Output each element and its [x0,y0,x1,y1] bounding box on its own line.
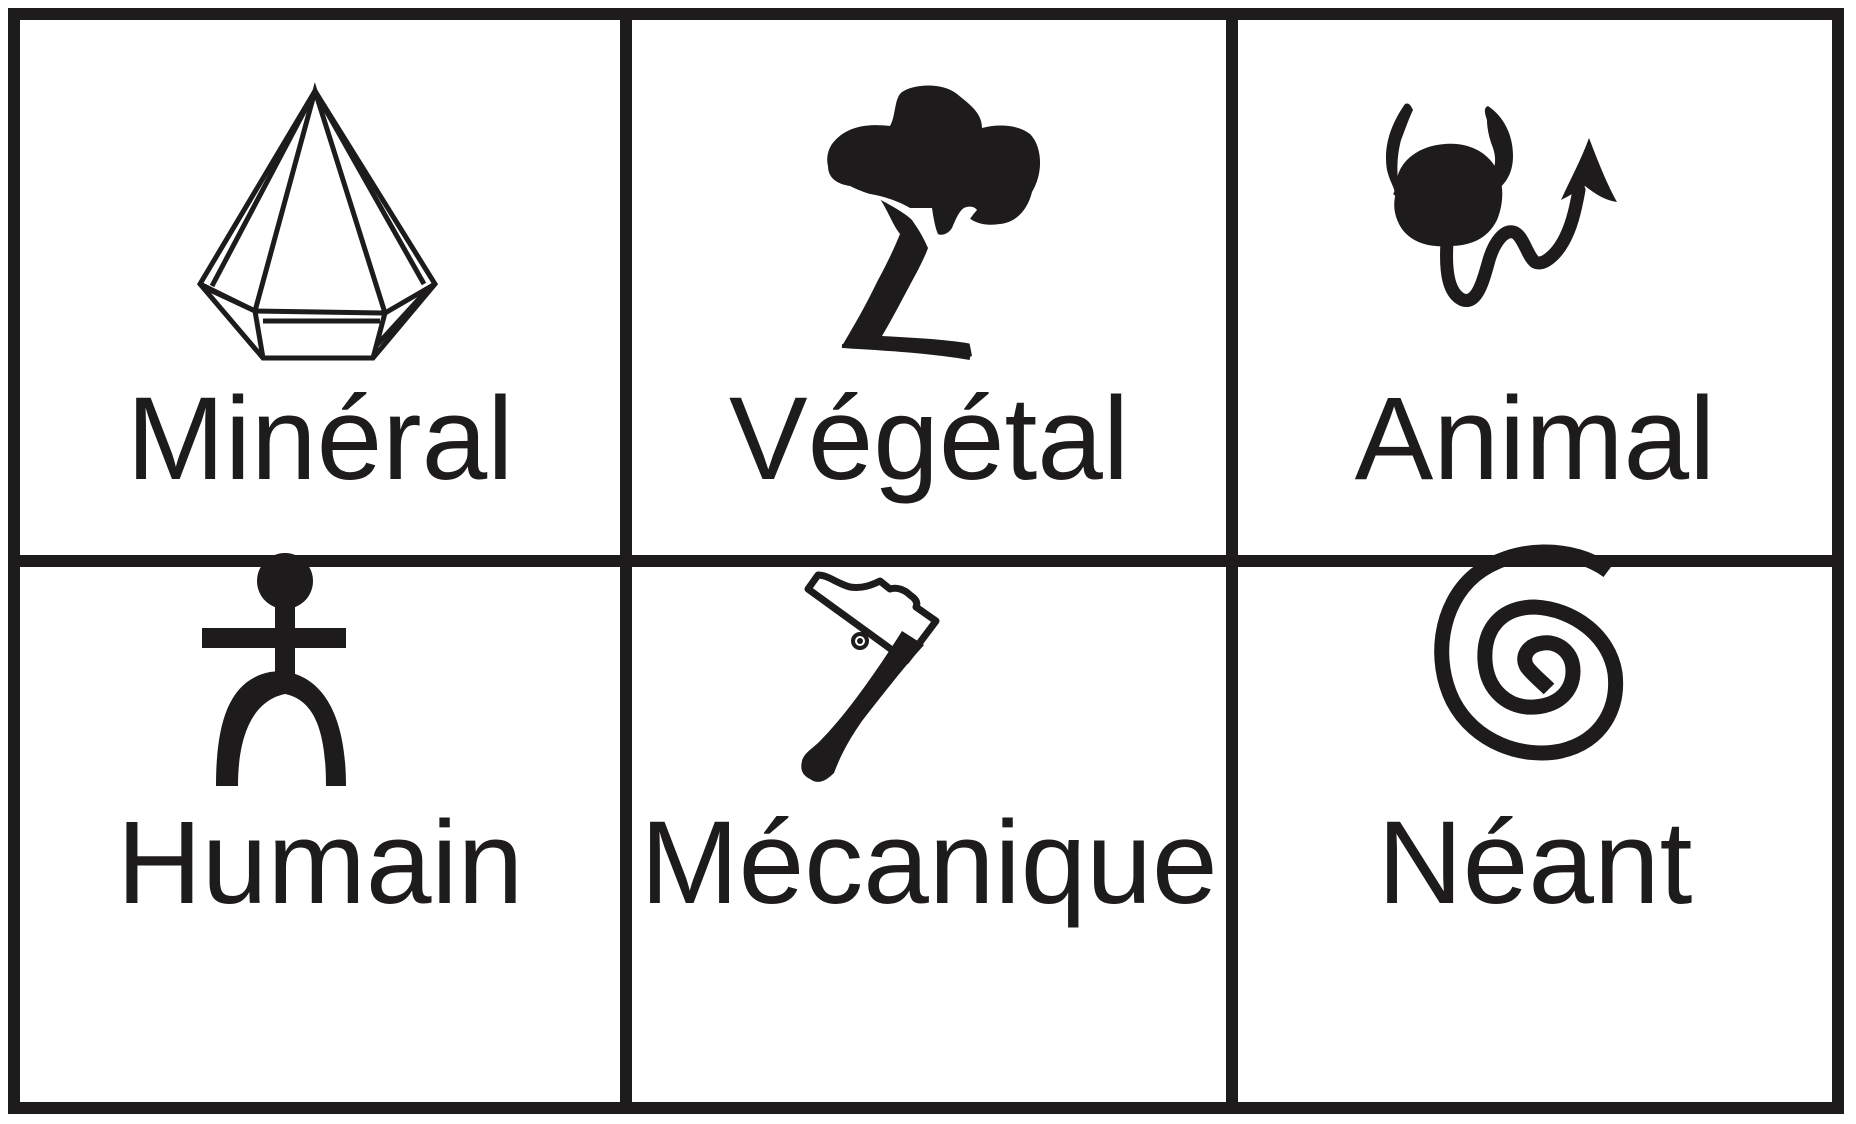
cell-mecanique: Mécanique [632,567,1226,1102]
crystal-icon [196,82,439,361]
cell-label: Animal [1354,373,1716,505]
spiral-icon [1434,544,1624,761]
cell-animal: Animal [1238,20,1832,555]
human-figure-icon [202,553,346,786]
grid-divider-horizontal [8,555,1844,567]
cell-label: Végétal [728,373,1130,505]
cell-label: Mécanique [640,797,1218,929]
tree-icon [827,85,1041,360]
cell-label: Néant [1377,797,1693,929]
cell-humain: Humain [20,553,620,1102]
cell-mineral: Minéral [20,20,620,555]
hammer-icon [801,571,940,782]
cell-label: Minéral [126,373,514,505]
cell-label: Humain [116,797,524,929]
devil-icon [1385,103,1617,307]
cell-neant: Néant [1238,544,1832,1102]
cell-vegetal: Végétal [632,20,1226,555]
